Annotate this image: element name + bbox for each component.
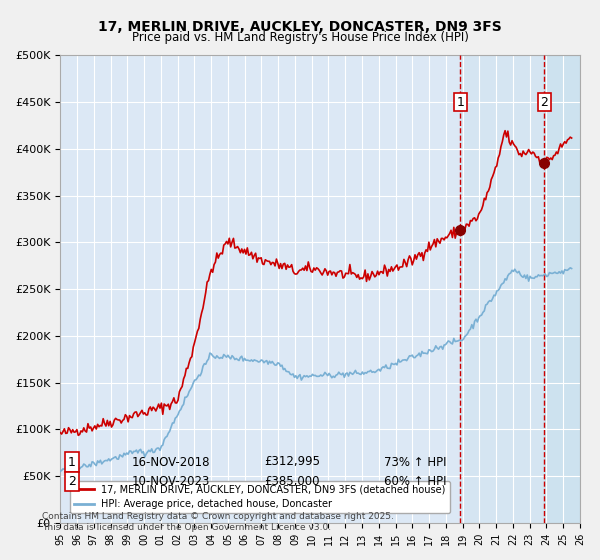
Text: £385,000: £385,000 — [264, 475, 320, 488]
Bar — [460, 55, 580, 523]
Text: 1: 1 — [68, 455, 76, 469]
Text: 10-NOV-2023: 10-NOV-2023 — [132, 475, 211, 488]
Text: 2: 2 — [68, 475, 76, 488]
Text: Price paid vs. HM Land Registry's House Price Index (HPI): Price paid vs. HM Land Registry's House … — [131, 31, 469, 44]
Text: 1: 1 — [457, 96, 464, 109]
Text: 73% ↑ HPI: 73% ↑ HPI — [384, 455, 446, 469]
Text: 17, MERLIN DRIVE, AUCKLEY, DONCASTER, DN9 3FS: 17, MERLIN DRIVE, AUCKLEY, DONCASTER, DN… — [98, 20, 502, 34]
Bar — [544, 55, 580, 523]
Text: 16-NOV-2018: 16-NOV-2018 — [132, 455, 211, 469]
Bar — [563, 55, 580, 523]
Text: 60% ↑ HPI: 60% ↑ HPI — [384, 475, 446, 488]
Legend: 17, MERLIN DRIVE, AUCKLEY, DONCASTER, DN9 3FS (detached house), HPI: Average pri: 17, MERLIN DRIVE, AUCKLEY, DONCASTER, DN… — [70, 480, 449, 514]
Text: 2: 2 — [540, 96, 548, 109]
Text: £312,995: £312,995 — [264, 455, 320, 469]
Text: Contains HM Land Registry data © Crown copyright and database right 2025.
This d: Contains HM Land Registry data © Crown c… — [42, 512, 394, 532]
